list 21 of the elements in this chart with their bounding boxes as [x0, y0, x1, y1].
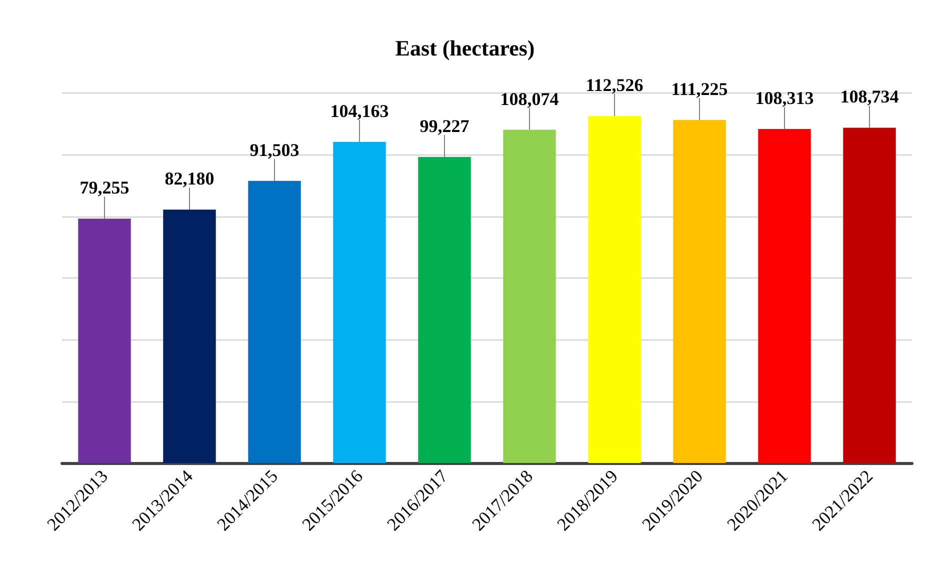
data-label: 111,225 — [671, 79, 728, 100]
data-label: 108,734 — [840, 86, 899, 107]
data-label: 91,503 — [250, 140, 300, 160]
bar — [503, 130, 556, 463]
data-label: 108,313 — [755, 88, 814, 108]
data-label: 104,163 — [330, 100, 389, 121]
bar — [163, 210, 216, 463]
bar — [333, 142, 386, 463]
bar — [418, 157, 471, 463]
bar — [758, 129, 811, 463]
bar — [248, 180, 301, 463]
bar — [588, 116, 641, 463]
data-label: 99,227 — [420, 116, 470, 136]
data-label: 108,074 — [500, 88, 559, 109]
data-label: 112,526 — [586, 75, 644, 96]
data-label: 79,255 — [80, 178, 130, 198]
chart-title: East (hectares) — [395, 36, 535, 60]
data-label: 82,180 — [164, 168, 214, 189]
bar — [843, 128, 896, 463]
bar — [78, 218, 131, 463]
bar — [673, 120, 726, 463]
